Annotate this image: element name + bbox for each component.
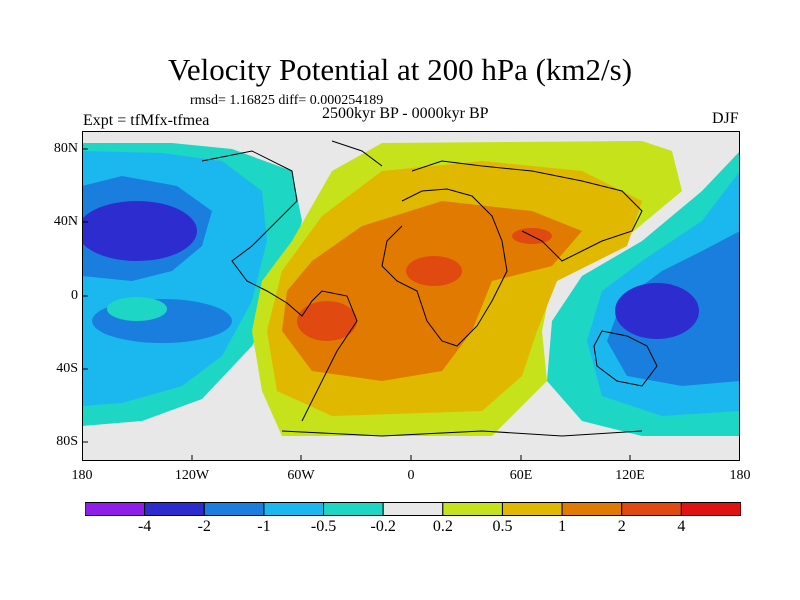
- colorbar-swatch: [561, 502, 623, 516]
- colorbar-swatch: [323, 502, 384, 516]
- colorbar-swatch: [382, 502, 444, 516]
- contour-positive-strong: [282, 201, 582, 381]
- lat-tick-label: 80N: [53, 141, 78, 156]
- coastlines: [201, 140, 658, 437]
- period-label: 2500kyr BP - 0000kyr BP: [322, 105, 489, 122]
- velocity-potential-map: [82, 131, 740, 461]
- colorbar-swatch: [442, 502, 503, 516]
- colorbar-label: 0.2: [432, 518, 453, 535]
- statistics-label: rmsd= 1.16825 diff= 0.000254189: [190, 93, 384, 108]
- colorbar-swatch: [680, 502, 741, 516]
- colorbar-label: 1: [558, 518, 567, 535]
- lat-tick-label: 0: [71, 288, 78, 303]
- colorbar-swatch: [501, 502, 563, 516]
- axis-ticks: [82, 148, 631, 461]
- lat-tick-label: 40N: [53, 214, 78, 229]
- colorbar-swatch: [203, 502, 265, 516]
- colorbar: [85, 502, 741, 516]
- colorbar-swatch: [144, 502, 205, 516]
- page-title: Velocity Potential at 200 hPa (km2/s): [167, 52, 633, 87]
- lon-tick-label: 60E: [509, 468, 533, 483]
- contour-strong-negative-maritime: [615, 283, 699, 339]
- lon-tick-label: 180: [729, 468, 751, 483]
- contour-weak-negative-pacific: [107, 297, 167, 321]
- colorbar-label: 2: [617, 518, 626, 535]
- colorbar-label: -0.5: [310, 518, 337, 535]
- lat-tick-label: 80S: [56, 434, 78, 449]
- experiment-label: Expt = tfMfx-tfmea: [83, 112, 210, 129]
- colorbar-swatch: [621, 502, 682, 516]
- colorbar-label: -4: [137, 518, 152, 535]
- colorbar-label: 4: [677, 518, 686, 535]
- contour-max-south-america: [297, 301, 357, 341]
- lon-tick-label: 120W: [174, 468, 210, 483]
- lon-tick-label: 180: [71, 468, 93, 483]
- lat-tick-label: 40S: [56, 361, 78, 376]
- contour-max-africa: [406, 256, 462, 286]
- colorbar-swatch: [263, 502, 325, 516]
- colorbar-label: 0.5: [492, 518, 513, 535]
- colorbar-label: -1: [257, 518, 271, 535]
- contour-strong-negative-pacific: [82, 201, 197, 261]
- lon-tick-label: 120E: [615, 468, 645, 483]
- season-label: DJF: [712, 110, 739, 127]
- colorbar-label: -0.2: [370, 518, 396, 535]
- lon-tick-label: 60W: [287, 468, 315, 483]
- lon-tick-label: 0: [407, 468, 415, 483]
- colorbar-label: -2: [197, 518, 211, 535]
- colorbar-swatch: [85, 502, 146, 516]
